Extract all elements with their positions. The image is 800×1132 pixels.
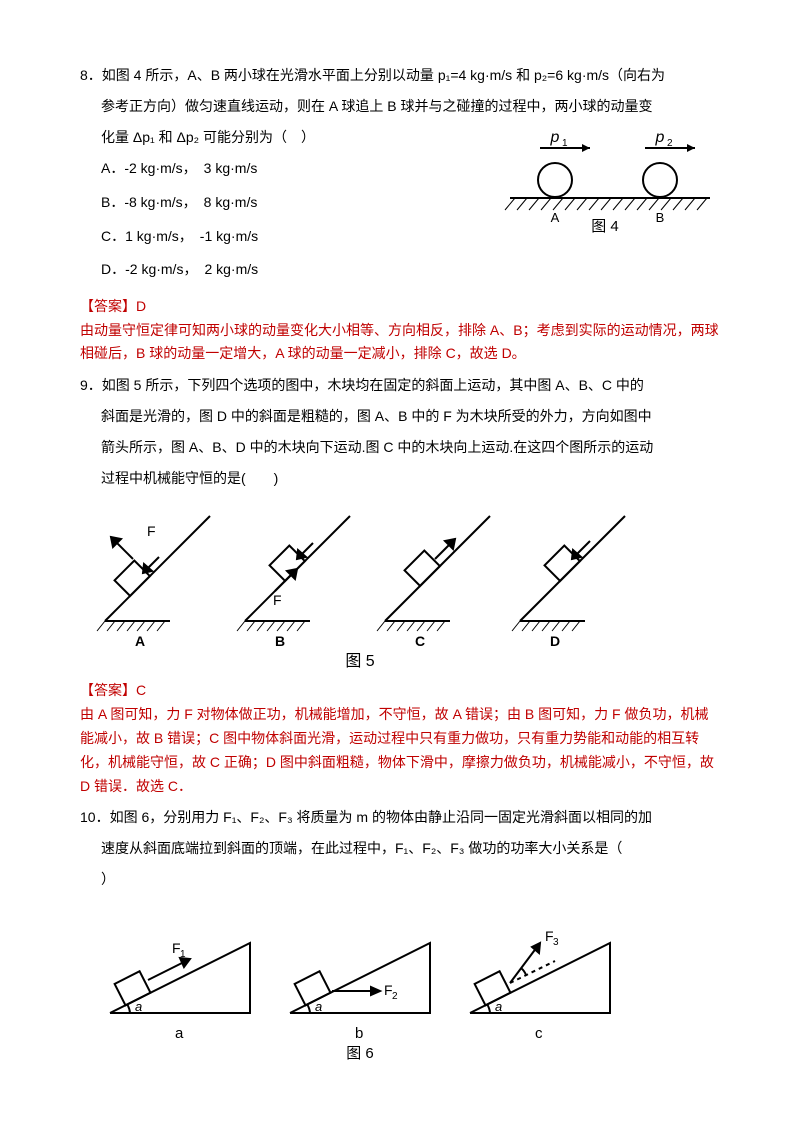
- svg-text:D: D: [550, 633, 560, 649]
- svg-text:p: p: [655, 129, 665, 146]
- q8-optD: D．-2 kg·m/s， 2 kg·m/s: [101, 253, 720, 287]
- q9-line4: 过程中机械能守恒的是( ): [80, 463, 720, 494]
- svg-text:图 5: 图 5: [345, 653, 374, 670]
- q10-num: 10．: [80, 809, 110, 825]
- q8-answer-label: 【答案】D: [80, 295, 720, 319]
- fig6-svg: a F 1 a a F 2 b: [80, 903, 640, 1063]
- svg-text:A: A: [551, 210, 560, 225]
- svg-text:a: a: [175, 1025, 184, 1042]
- svg-text:图 6: 图 6: [346, 1045, 374, 1062]
- svg-text:2: 2: [667, 138, 673, 149]
- q9-line2: 斜面是光滑的，图 D 中的斜面是粗糙的，图 A、B 中的 F 为木块所受的外力，…: [80, 401, 720, 432]
- figure-5: F A F B: [80, 501, 720, 671]
- svg-text:B: B: [656, 210, 665, 225]
- fig4-svg: p 1 p 2 A B 图 4: [500, 126, 720, 236]
- svg-text:F: F: [273, 592, 282, 608]
- figure-6: a F 1 a a F 2 b: [80, 903, 720, 1063]
- svg-text:2: 2: [392, 991, 398, 1002]
- svg-text:3: 3: [553, 937, 559, 948]
- fig5-svg: F A F B: [80, 501, 640, 671]
- q10-line2: 速度从斜面底端拉到斜面的顶端，在此过程中，F₁、F₂、F₃ 做功的功率大小关系是…: [80, 833, 720, 864]
- q9-line3: 箭头所示，图 A、B、D 中的木块向下运动.图 C 中的木块向上运动.在这四个图…: [80, 432, 720, 463]
- q8-answer: 【答案】D 由动量守恒定律可知两小球的动量变化大小相等、方向相反，排除 A、B；…: [80, 295, 720, 366]
- svg-text:1: 1: [562, 138, 568, 149]
- q8-num: 8．: [80, 67, 102, 83]
- svg-text:图 4: 图 4: [591, 218, 619, 235]
- svg-text:1: 1: [180, 949, 186, 960]
- q8-answer-text: 由动量守恒定律可知两小球的动量变化大小相等、方向相反，排除 A、B；考虑到实际的…: [80, 319, 720, 367]
- svg-text:C: C: [415, 633, 425, 649]
- q9: 9．如图 5 所示，下列四个选项的图中，木块均在固定的斜面上运动，其中图 A、B…: [80, 370, 720, 671]
- svg-text:B: B: [275, 633, 285, 649]
- svg-text:A: A: [135, 633, 145, 649]
- svg-text:c: c: [535, 1025, 543, 1042]
- svg-text:a: a: [315, 999, 322, 1014]
- svg-text:a: a: [135, 999, 142, 1014]
- svg-text:a: a: [495, 999, 502, 1014]
- svg-text:b: b: [355, 1025, 363, 1042]
- figure-4: p 1 p 2 A B 图 4: [500, 126, 720, 236]
- svg-text:F: F: [147, 523, 156, 539]
- q8-line2: 参考正方向）做匀速直线运动，则在 A 球追上 B 球并与之碰撞的过程中，两小球的…: [80, 91, 720, 122]
- svg-text:p: p: [550, 129, 560, 146]
- q8-line1: 8．如图 4 所示，A、B 两小球在光滑水平面上分别以动量 p₁=4 kg·m/…: [80, 60, 720, 91]
- q9-answer-label: 【答案】C: [80, 679, 720, 703]
- q8: 8．如图 4 所示，A、B 两小球在光滑水平面上分别以动量 p₁=4 kg·m/…: [80, 60, 720, 287]
- q9-answer-text: 由 A 图可知，力 F 对物体做正功，机械能增加，不守恒，故 A 错误；由 B …: [80, 703, 720, 798]
- q9-answer: 【答案】C 由 A 图可知，力 F 对物体做正功，机械能增加，不守恒，故 A 错…: [80, 679, 720, 798]
- q10: 10．如图 6，分别用力 F₁、F₂、F₃ 将质量为 m 的物体由静止沿同一固定…: [80, 802, 720, 1062]
- q9-line1: 9．如图 5 所示，下列四个选项的图中，木块均在固定的斜面上运动，其中图 A、B…: [80, 370, 720, 401]
- q10-line1: 10．如图 6，分别用力 F₁、F₂、F₃ 将质量为 m 的物体由静止沿同一固定…: [80, 802, 720, 833]
- q10-line3: ）: [80, 864, 720, 895]
- q9-num: 9．: [80, 377, 102, 393]
